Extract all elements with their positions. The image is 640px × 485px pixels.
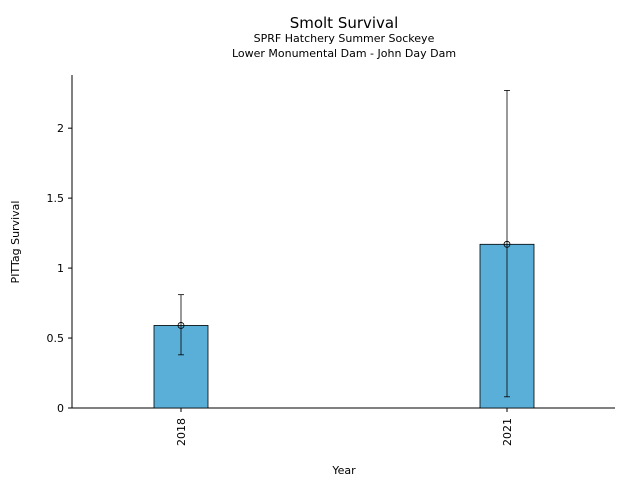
y-tick-label: 0 (57, 402, 64, 415)
x-tick-label-2018: 2018 (175, 418, 188, 446)
chart-title: Smolt Survival (290, 14, 399, 32)
x-tick-label-2021: 2021 (501, 418, 514, 446)
plot-area: 0 0.5 1 1.5 2 2018 2021 (47, 75, 615, 446)
y-tick-label: 2 (57, 122, 64, 135)
chart-subtitle-line-2: Lower Monumental Dam - John Day Dam (232, 47, 456, 60)
y-axis-label: PITTag Survival (9, 201, 22, 284)
x-axis-label: Year (331, 464, 356, 477)
y-tick-label: 1 (57, 262, 64, 275)
point-marker-2018 (177, 322, 185, 329)
chart-subtitle-line-1: SPRF Hatchery Summer Sockeye (254, 32, 435, 45)
y-tick-label: 1.5 (47, 192, 65, 205)
point-marker-2021 (503, 240, 511, 248)
y-tick-label: 0.5 (47, 332, 65, 345)
